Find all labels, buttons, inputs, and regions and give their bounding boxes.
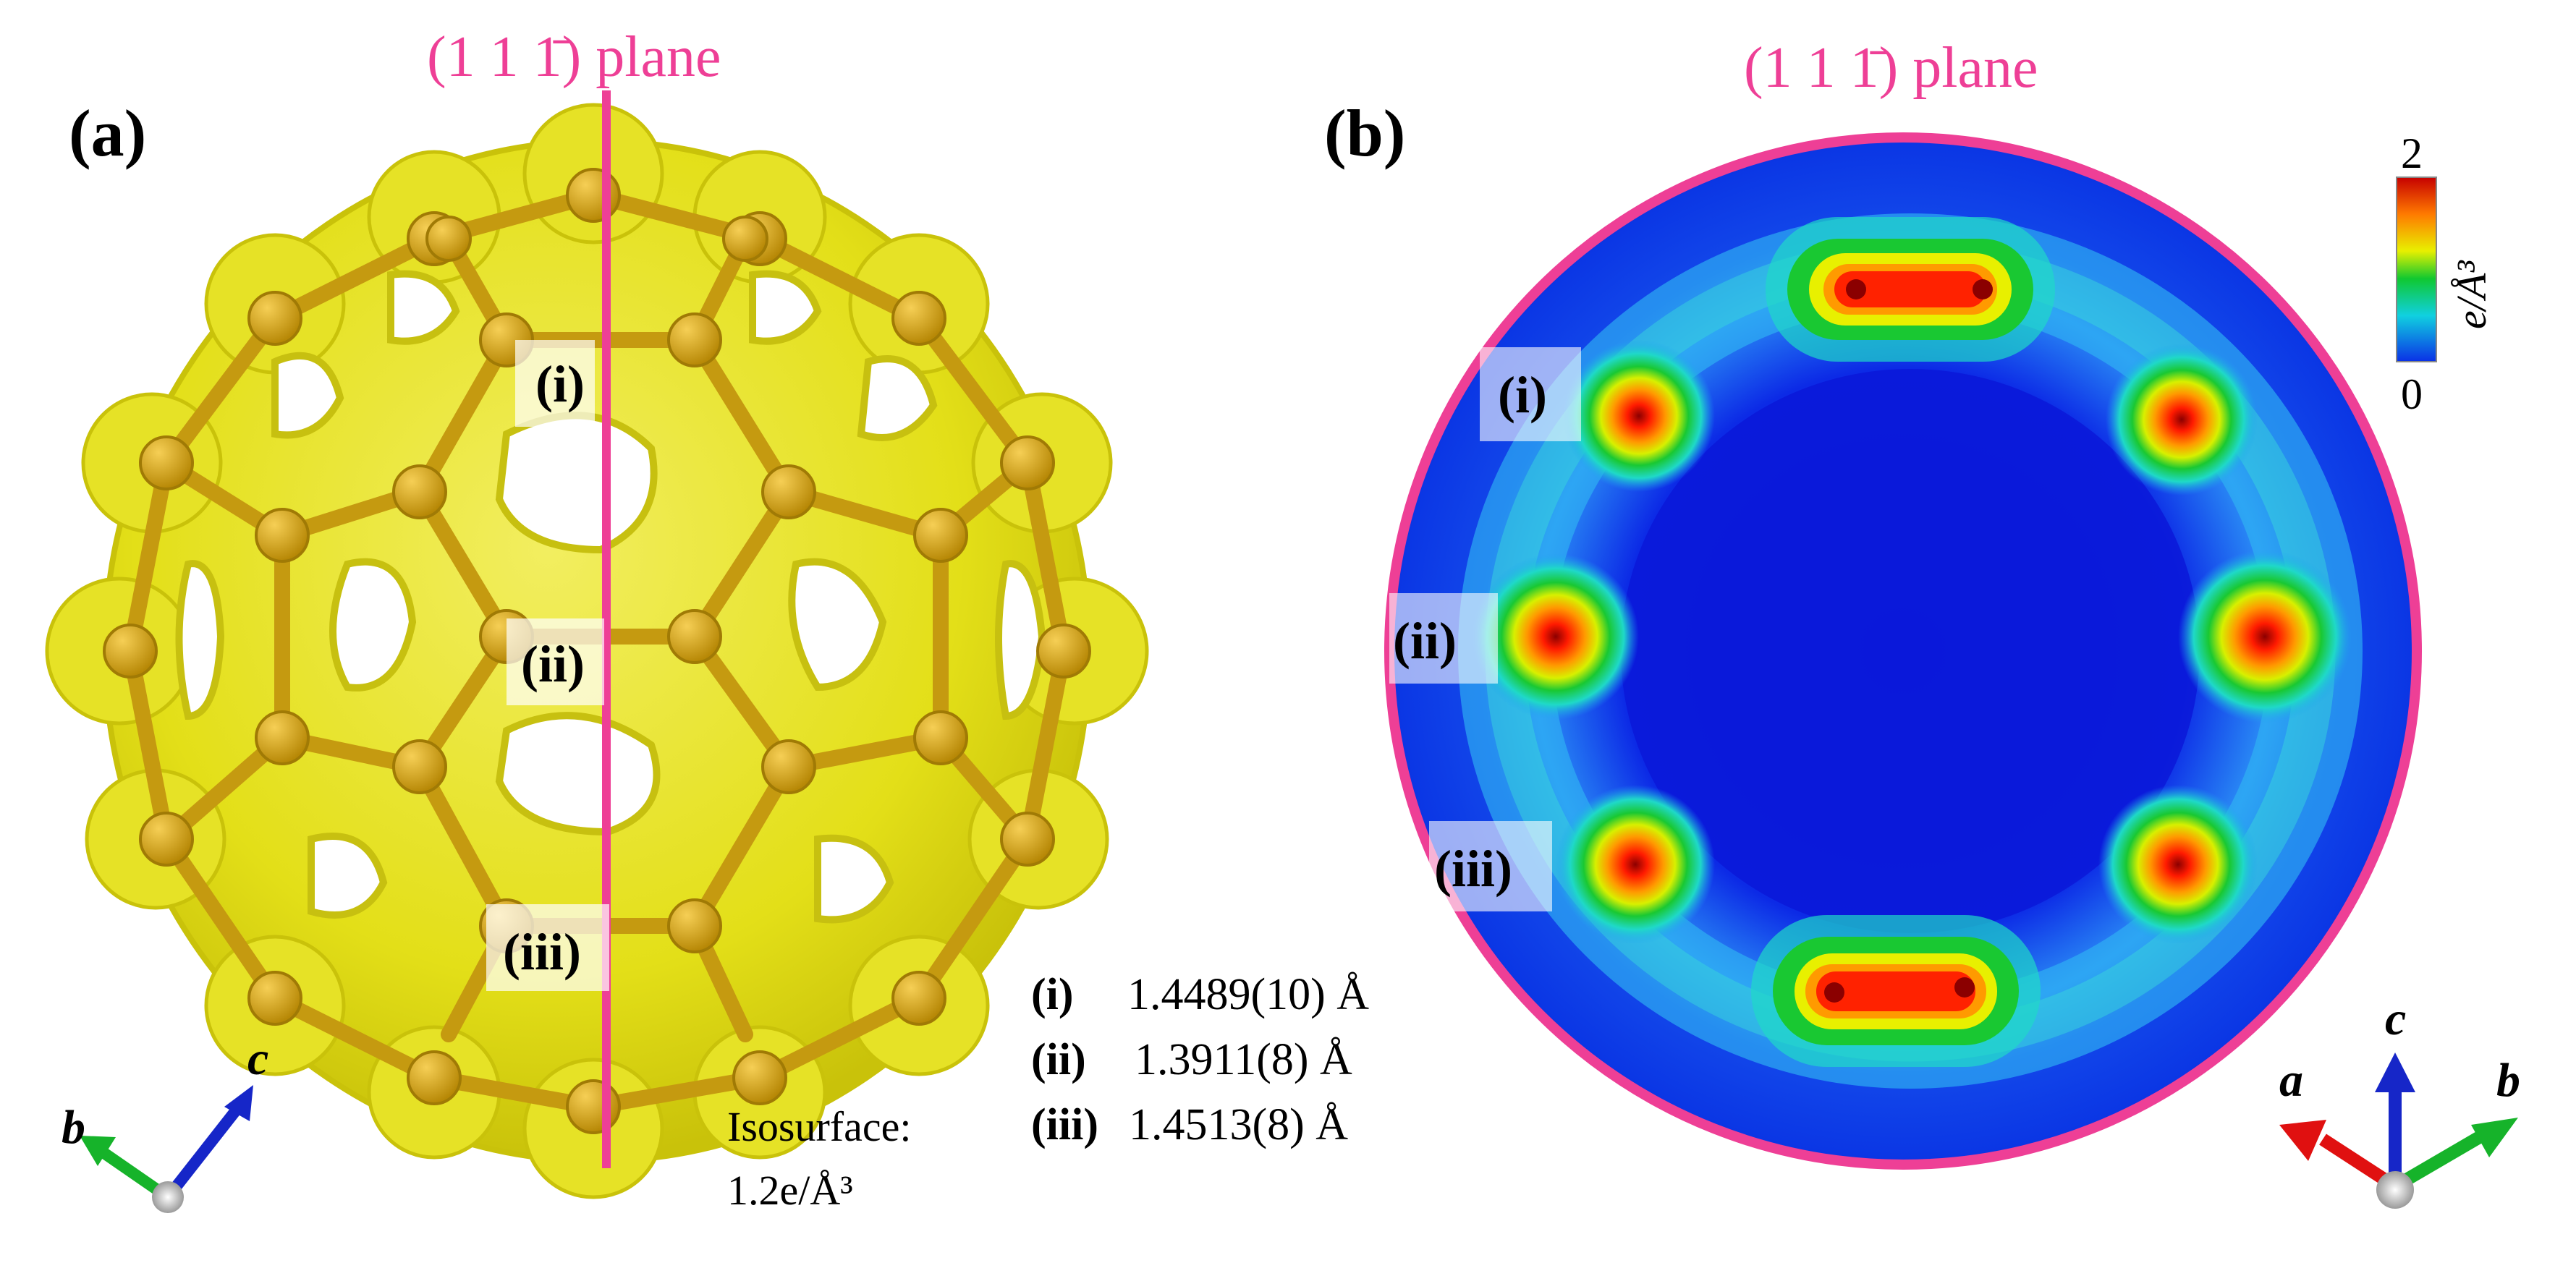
colorbar: 2 0 e/Å³ (2396, 129, 2495, 418)
axis-label-b-b: b (2496, 1054, 2520, 1107)
bond-label-a-iii: (iii) (503, 923, 581, 981)
bond-length-label-ii: (ii) (1031, 1035, 1086, 1084)
panel-a-plane-label: (1 1 1̄) plane (427, 25, 721, 89)
colorbar-min: 0 (2401, 370, 2423, 418)
isosurface-value: 1.2e/Å³ (727, 1167, 853, 1214)
bond-label-a-i: (i) (535, 355, 585, 413)
bond-label-b-ii: (ii) (1393, 612, 1457, 670)
panel-b-label: (b) (1324, 96, 1405, 170)
panel-b-plane-label: (1 1 1̄) plane (1744, 36, 2038, 100)
bond-label-b-i: (i) (1498, 366, 1547, 424)
isosurface-label: Isosurface: (727, 1103, 911, 1150)
axis-label-b-a: a (2279, 1054, 2303, 1107)
density-peak-bottom (1751, 915, 2041, 1067)
bond-length-value-i: 1.4489(10) Å (1127, 970, 1369, 1019)
density-peak-top (1766, 217, 2055, 362)
bond-labels-b: (i) (ii) (iii) (1389, 347, 1581, 911)
bond-length-value-ii: 1.3911(8) Å (1135, 1035, 1352, 1084)
density-map (1389, 137, 2417, 1165)
bond-length-label-i: (i) (1031, 970, 1074, 1019)
axes-triad-b: a c b (2279, 992, 2520, 1209)
bond-lengths-list: (i) 1.4489(10) Å (ii) 1.3911(8) Å (iii) … (1031, 970, 1369, 1149)
colorbar-max: 2 (2401, 129, 2423, 177)
axis-label-a-c: c (247, 1032, 268, 1085)
panel-a: (a) (1 1 1̄) plane (45, 25, 1149, 1214)
c60-isosurface (45, 103, 1149, 1199)
bond-label-b-iii: (iii) (1434, 840, 1512, 898)
bond-length-label-iii: (iii) (1031, 1100, 1098, 1149)
bond-length-value-iii: 1.4513(8) Å (1129, 1100, 1348, 1149)
panel-a-label: (a) (69, 96, 146, 170)
bond-label-a-ii: (ii) (521, 635, 585, 693)
bond-labels-a: (i) (ii) (iii) (486, 340, 609, 991)
axis-label-b-c: c (2385, 992, 2406, 1045)
axis-label-a-b: b (62, 1101, 85, 1154)
colorbar-unit: e/Å³ (2448, 260, 2495, 329)
axes-triad-a: b c (62, 1032, 268, 1213)
density-peaks-small (1473, 340, 2352, 944)
panel-b: (b) (1 1 1̄) plane (1324, 36, 2520, 1209)
